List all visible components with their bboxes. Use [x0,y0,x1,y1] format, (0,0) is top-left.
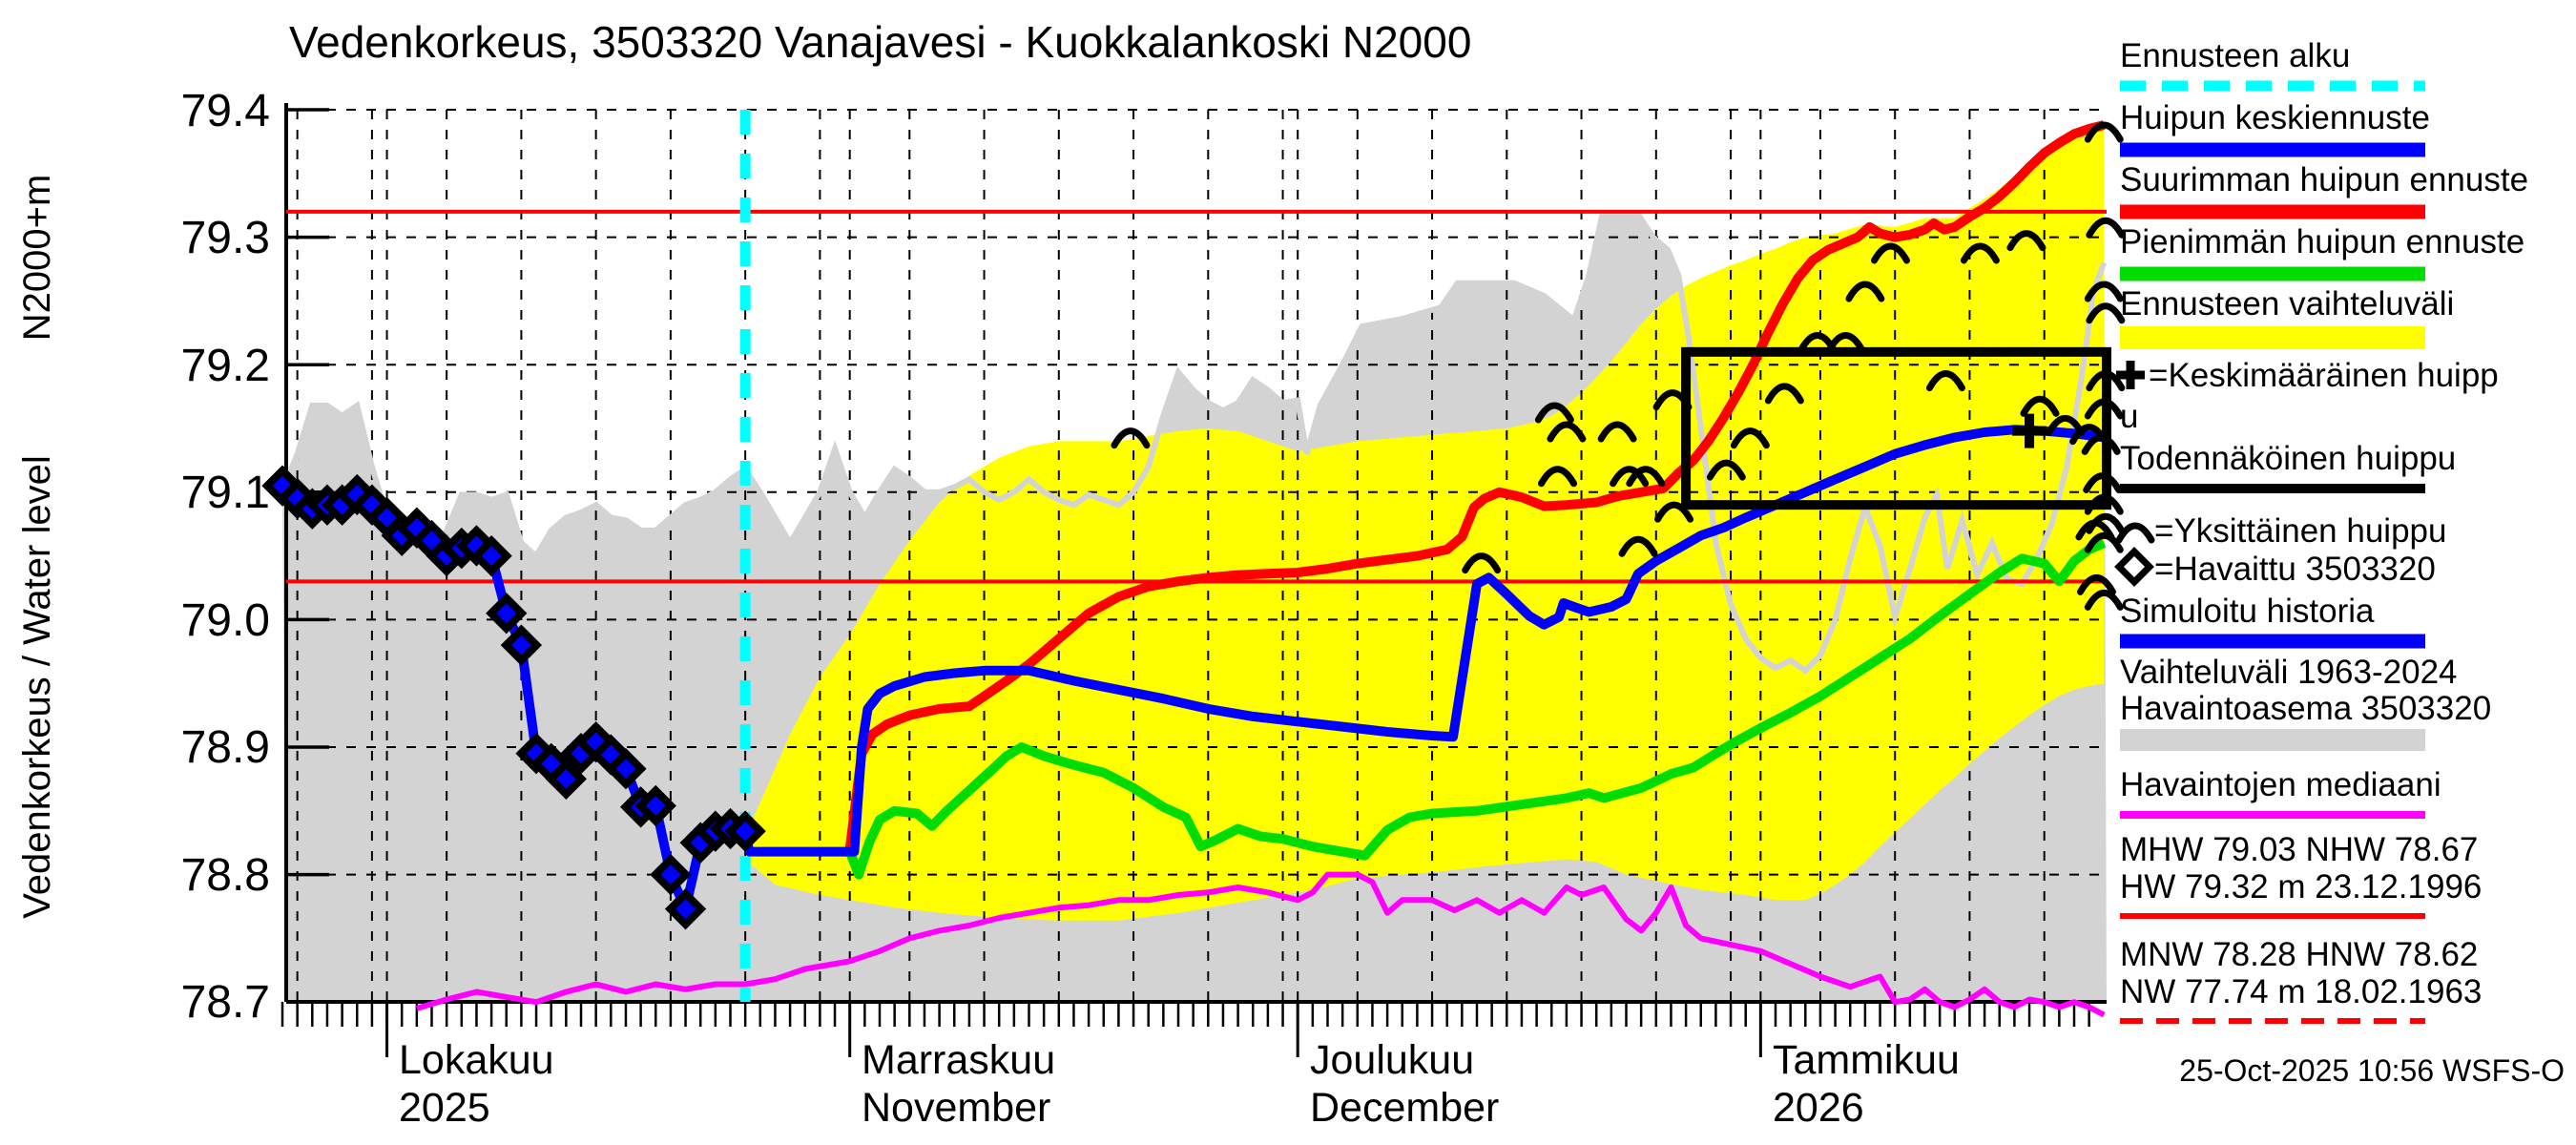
single-peak-arc-marker [1547,421,1587,443]
observed-diamond-marker [470,534,512,577]
single-peak-arc-marker [2084,493,2124,515]
y-tick-79.2: 79.2 [181,341,270,391]
observed-diamond-marker [664,888,707,930]
y-tick-79.4: 79.4 [181,86,270,136]
single-peak-arc-marker [2086,302,2126,324]
single-peak-arc-marker [1826,332,1866,353]
y-tick-78.8: 78.8 [181,850,270,901]
single-peak-arc-marker [1706,459,1746,481]
single-peak-arc-marker [2084,589,2124,611]
observed-diamond-marker [724,810,766,852]
month-label-lokakuu: Lokakuu [399,1037,554,1083]
legend-average-peak-label-wrap: u [2120,398,2138,435]
legend-average-peak-label: =Keskimääräinen huipp [2149,357,2499,394]
chart-title: Vedenkorkeus, 3503320 Vanajavesi - Kuokk… [289,17,1471,67]
single-peak-arc-marker [1871,242,1911,264]
legend-min-peak-label: Pienimmän huipun ennuste [2120,223,2524,260]
single-peak-arc-marker [1626,466,1666,488]
legend-forecast-range-label: Ennusteen vaihteluväli [2120,285,2454,323]
single-peak-arc-marker [1654,501,1694,523]
single-peak-arc-marker [2086,217,2126,239]
historical-range-boundary [280,211,2108,675]
month-label-marraskuu: Marraskuu [862,1037,1055,1083]
y-axis-label: Vedenkorkeus / Water level [16,455,58,918]
datestamp: 25-Oct-2025 10:56 WSFS-O [2179,1053,2565,1088]
single-peak-arc-marker [1925,370,1965,392]
month-year-2025: 2025 [399,1085,490,1131]
forecast-range-band [745,122,2105,921]
single-peak-arc-marker [1610,466,1650,488]
y-tick-79.1: 79.1 [181,468,270,518]
stat-mnw-hnw: MNW 78.28 HNW 78.62 [2120,936,2478,973]
month-label-december: December [1310,1085,1499,1131]
diamond-icon [2114,547,2154,587]
single-peak-arc-marker [2084,121,2124,143]
single-peak-arc-marker [1730,427,1770,449]
month-label-tammikuu: Tammikuu [1773,1037,1960,1083]
single-peak-arc-marker [1538,466,1578,488]
single-peak-arc-marker [2084,398,2124,420]
single-peak-arc-marker [1534,402,1574,424]
y-axis-unit-label: N2000+m [16,175,58,342]
forecast-range-swatch [2120,326,2425,349]
min-peak-forecast-line [845,538,2107,880]
legend-historical-range-label-2: Havaintoasema 3503320 [2120,690,2491,727]
stat-mhw-nhw: MHW 79.03 NHW 78.67 [2120,831,2478,868]
single-peak-arc-marker [1597,421,1637,443]
legend-observed-label: =Havaittu 3503320 [2154,551,2436,588]
y-tick-79.0: 79.0 [181,595,270,646]
observed-diamond-marker [650,853,692,896]
month-year-2026: 2026 [1773,1085,1864,1131]
single-peak-arc-marker [1111,427,1151,449]
single-peak-arc-marker [2084,531,2124,553]
legend-historical-range-label-1: Vaihteluväli 1963-2024 [2120,654,2458,691]
historical-range-swatch [2120,729,2425,751]
single-peak-arc-marker [2020,395,2060,417]
single-peak-arc-marker [2081,433,2121,455]
observed-diamond-marker [634,784,676,827]
y-tick-78.9: 78.9 [181,722,270,773]
single-peak-arc-marker [2086,370,2126,392]
single-peak-arc-marker [2084,281,2124,302]
single-peak-arc-marker [1652,389,1693,411]
legend-median-label: Havaintojen mediaani [2120,766,2441,803]
single-peak-arc-marker [1764,383,1804,405]
stat-nw: NW 77.74 m 18.02.1963 [2120,973,2482,1010]
observed-diamond-marker [545,758,588,801]
single-peak-arc-marker [2075,519,2115,541]
plot-area [261,103,2126,1057]
observed-diamond-marker [605,748,647,790]
stat-hw: HW 79.32 m 23.12.1996 [2120,868,2482,906]
single-peak-arc-marker [2076,573,2116,595]
average-peak-plus-marker [2012,413,2047,448]
probable-peak-window [1681,346,2111,510]
observed-diamond-marker [486,593,528,635]
observed-diamond-marker [500,624,543,666]
y-tick-78.7: 78.7 [181,977,270,1028]
single-peak-arc-marker [2006,230,2046,252]
legend-mean-peak-label: Huipun keskiennuste [2120,99,2430,136]
legend-forecast-start-label: Ennusteen alku [2120,37,2350,74]
single-peak-arc-marker [1845,281,1885,302]
legend-single-peak-label: =Yksittäinen huippu [2154,512,2446,550]
legend-simulated-history-label: Simuloitu historia [2120,593,2375,630]
single-peak-arc-marker [1618,535,1658,557]
legend: Ennusteen alku Huipun keskiennuste Suuri… [2114,37,2528,1024]
single-peak-arc-marker [1462,552,1502,574]
month-label-november: November [862,1085,1050,1131]
max-peak-forecast-line [844,120,2106,850]
single-peak-arc-marker [1960,242,2000,264]
plus-icon [2116,361,2145,389]
y-tick-79.3: 79.3 [181,213,270,263]
single-peak-arc-marker [2083,472,2123,493]
legend-probable-peak-label: Todennäköinen huippu [2120,440,2456,477]
arc-icon [2115,522,2155,544]
month-label-joulukuu: Joulukuu [1310,1037,1474,1083]
legend-max-peak-label: Suurimman huipun ennuste [2120,161,2528,198]
median-line [416,871,2106,1018]
